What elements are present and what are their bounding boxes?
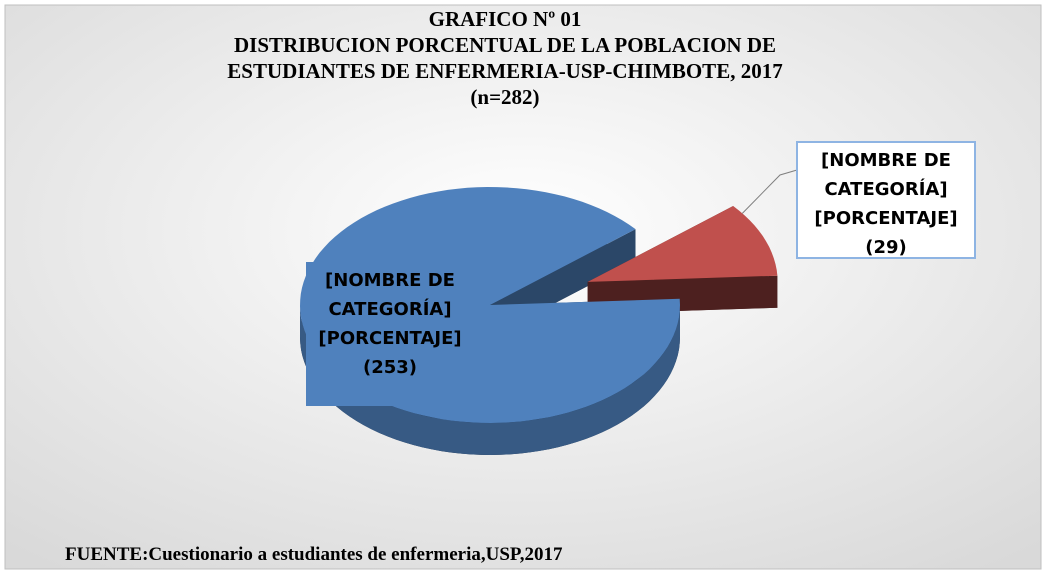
data-label: [NOMBRE DE CATEGORÍA] bbox=[325, 270, 455, 320]
data-label-box bbox=[796, 141, 976, 259]
title-line: ESTUDIANTES DE ENFERMERIA-USP-CHIMBOTE, … bbox=[227, 59, 782, 83]
title-line: (n=282) bbox=[470, 85, 539, 109]
title-line: GRAFICO Nº 01 bbox=[429, 7, 582, 31]
data-label: [PORCENTAJE] bbox=[318, 328, 461, 349]
data-label: [NOMBRE DE CATEGORÍA] bbox=[821, 150, 951, 200]
data-label: (253) bbox=[363, 357, 417, 378]
slice bbox=[587, 206, 778, 282]
slice-side bbox=[300, 305, 680, 455]
data-label: (29) bbox=[865, 237, 907, 258]
data-label: [PORCENTAJE] bbox=[814, 208, 957, 229]
data-label-box bbox=[306, 262, 474, 406]
leader-line bbox=[741, 169, 798, 214]
source: FUENTE:Cuestionario a estudiantes de enf… bbox=[65, 544, 563, 565]
title-line: DISTRIBUCION PORCENTUAL DE LA POBLACION … bbox=[234, 33, 776, 57]
